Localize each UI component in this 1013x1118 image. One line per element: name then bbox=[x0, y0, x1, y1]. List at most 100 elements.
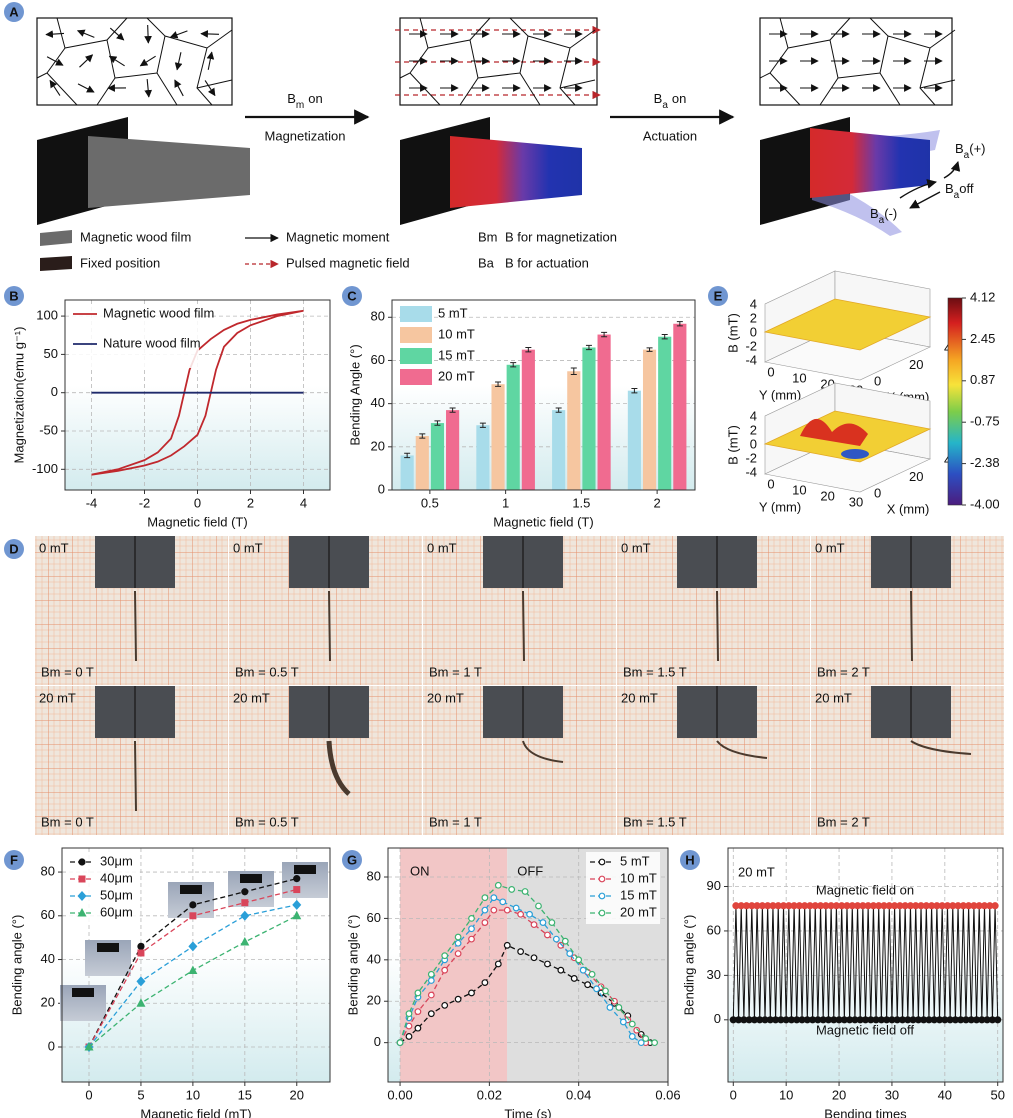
marker bbox=[904, 1016, 912, 1024]
step-label: Actuation bbox=[643, 128, 697, 143]
marker bbox=[795, 902, 803, 910]
marker bbox=[427, 970, 435, 978]
symbol-part: on bbox=[672, 91, 686, 106]
legend-label: 5 mT bbox=[438, 305, 468, 320]
marker bbox=[566, 950, 574, 958]
marker bbox=[925, 1016, 933, 1024]
x-tick-label: 0.00 bbox=[387, 1087, 412, 1102]
marker bbox=[77, 891, 87, 901]
marker bbox=[78, 858, 86, 866]
inset-magnet bbox=[97, 943, 119, 952]
panel-letter-badge bbox=[708, 286, 728, 306]
marker bbox=[499, 898, 507, 906]
x-tick-label: 20 bbox=[290, 1087, 304, 1102]
marker bbox=[737, 902, 745, 910]
marker bbox=[914, 1016, 922, 1024]
y-tick-label: 60 bbox=[707, 922, 721, 937]
error-bar bbox=[419, 433, 426, 439]
marker bbox=[642, 1035, 650, 1042]
legend-abbr: Bm bbox=[478, 229, 498, 244]
z-tick-label: 4 bbox=[750, 408, 757, 423]
legend-label: 15 mT bbox=[620, 887, 657, 902]
moment-arrow bbox=[206, 51, 215, 70]
bm-label: Bm = 1.5 T bbox=[623, 814, 687, 829]
marker bbox=[978, 1016, 986, 1024]
colorbar-tick-label: 4.12 bbox=[970, 289, 995, 304]
marker bbox=[240, 910, 250, 921]
x-tick-label: 0 bbox=[194, 495, 201, 510]
x-tick-label: 0 bbox=[874, 373, 881, 388]
marker bbox=[454, 939, 462, 947]
marker bbox=[954, 902, 962, 910]
marker bbox=[832, 902, 841, 910]
marker bbox=[793, 1016, 801, 1024]
marker bbox=[988, 1016, 997, 1024]
legend-label: 50μm bbox=[100, 887, 133, 902]
marker bbox=[414, 1024, 422, 1032]
error-bar bbox=[449, 407, 456, 413]
panel-letter: C bbox=[347, 288, 357, 303]
y-tick-label: -50 bbox=[39, 422, 58, 437]
colorbar-tick-label: 0.87 bbox=[970, 372, 995, 387]
marker bbox=[414, 1008, 422, 1015]
bm-label: Bm = 0.5 T bbox=[235, 814, 299, 829]
marker bbox=[935, 1016, 944, 1024]
symbol-part: (-) bbox=[884, 206, 897, 221]
marker bbox=[189, 901, 197, 909]
bar bbox=[597, 334, 611, 490]
marker bbox=[241, 899, 249, 907]
marker bbox=[734, 1016, 743, 1024]
marker bbox=[468, 935, 475, 943]
marker bbox=[557, 941, 565, 949]
marker bbox=[843, 902, 851, 910]
marker bbox=[512, 904, 520, 912]
film-strip bbox=[716, 740, 768, 759]
film-strip bbox=[522, 740, 564, 763]
marker bbox=[481, 894, 489, 902]
inset-magnet bbox=[180, 885, 202, 894]
x-axis-label: Magnetic field (T) bbox=[493, 514, 593, 529]
x-tick-label: 20 bbox=[909, 469, 923, 484]
x-tick-label: 1.5 bbox=[572, 495, 590, 510]
colorbar-tick-label: 2.45 bbox=[970, 331, 995, 346]
z-tick-label: -2 bbox=[745, 450, 757, 465]
marker bbox=[241, 888, 249, 896]
x-tick-label: 0.02 bbox=[477, 1087, 502, 1102]
marker bbox=[972, 1016, 981, 1024]
x-tick-label: 0 bbox=[85, 1087, 92, 1102]
error-bar bbox=[555, 407, 562, 413]
marker bbox=[427, 977, 435, 984]
legend-label: 10 mT bbox=[620, 870, 657, 885]
domain-box bbox=[759, 17, 953, 106]
marker bbox=[827, 902, 835, 910]
panel-letter-badge bbox=[342, 850, 362, 870]
legend-label: Magnetic moment bbox=[286, 229, 390, 244]
marker bbox=[766, 1016, 774, 1024]
step-symbol: Bm on bbox=[287, 91, 322, 111]
marker bbox=[481, 979, 489, 987]
legend-label: 40μm bbox=[100, 870, 133, 885]
marker bbox=[137, 949, 145, 957]
marker bbox=[633, 1026, 641, 1034]
marker bbox=[78, 875, 86, 883]
panel-letter: B bbox=[9, 288, 18, 303]
symbol-part: a bbox=[879, 215, 885, 226]
marker bbox=[468, 925, 475, 933]
legend-swatch bbox=[40, 230, 72, 246]
marker bbox=[888, 1016, 896, 1024]
marker bbox=[938, 902, 946, 910]
marker bbox=[517, 910, 525, 918]
marker bbox=[986, 902, 994, 910]
y-tick-label: 90 bbox=[707, 878, 721, 893]
x-tick-label: 40 bbox=[938, 1087, 952, 1102]
y-tick-label: 50 bbox=[44, 346, 58, 361]
legend-swatch bbox=[400, 306, 432, 322]
marker bbox=[651, 1039, 659, 1047]
x-tick-label: -2 bbox=[139, 495, 151, 510]
moment-arrow bbox=[79, 54, 94, 68]
legend-label: 15 mT bbox=[438, 347, 475, 362]
bar bbox=[521, 349, 535, 490]
y-tick-label: 40 bbox=[41, 951, 55, 966]
symbol-part: B bbox=[654, 91, 663, 106]
